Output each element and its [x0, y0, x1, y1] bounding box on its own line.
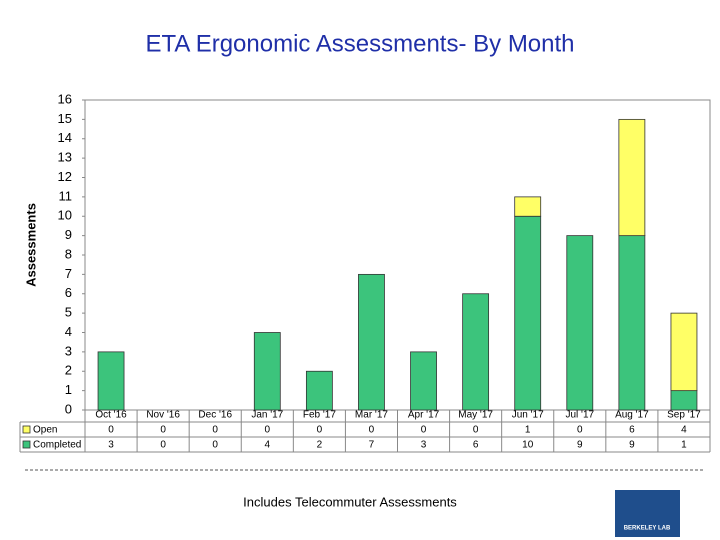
table-value: 0	[108, 425, 114, 436]
table-value: 7	[369, 440, 375, 451]
y-tick-label: 3	[65, 343, 72, 358]
bar-segment	[514, 215, 542, 411]
y-tick-label: 6	[65, 285, 72, 300]
table-value: 3	[421, 440, 427, 451]
table-value: 2	[317, 440, 323, 451]
y-tick-label: 13	[58, 150, 72, 165]
bar-segment	[462, 293, 490, 411]
x-tick-label: Jan '17	[251, 410, 283, 421]
legend-swatch	[22, 425, 31, 434]
y-tick-label: 10	[58, 208, 72, 223]
table-value: 3	[108, 440, 114, 451]
y-axis-label: Assessments	[23, 203, 38, 287]
table-value: 0	[317, 425, 323, 436]
table-value: 1	[681, 440, 687, 451]
table-value: 0	[212, 440, 218, 451]
bar-segment	[670, 390, 698, 411]
table-value: 0	[160, 425, 166, 436]
footnote: Includes Telecommuter Assessments	[243, 494, 457, 509]
y-tick-label: 12	[58, 169, 72, 184]
y-tick-label: 8	[65, 246, 72, 261]
x-tick-label: May '17	[458, 410, 493, 421]
bar-segment	[618, 118, 646, 237]
table-value: 0	[265, 425, 271, 436]
x-tick-label: Apr '17	[408, 410, 440, 421]
x-tick-label: Feb '17	[303, 410, 336, 421]
y-tick-label: 2	[65, 363, 72, 378]
table-value: 9	[577, 440, 583, 451]
y-tick-label: 7	[65, 266, 72, 281]
legend-label: Open	[33, 425, 57, 436]
bar-segment	[566, 235, 594, 411]
table-value: 0	[212, 425, 218, 436]
table-value: 0	[473, 425, 479, 436]
bar-segment	[410, 351, 437, 411]
logo-text: BERKELEY LAB	[624, 526, 671, 532]
x-tick-label: Jul '17	[565, 410, 594, 421]
legend-swatch	[22, 440, 31, 449]
y-tick-label: 5	[65, 305, 72, 320]
table-value: 0	[421, 425, 427, 436]
table-value: 0	[577, 425, 583, 436]
table-value: 4	[265, 440, 271, 451]
y-tick-label: 9	[65, 227, 72, 242]
table-value: 1	[525, 425, 531, 436]
y-tick-label: 15	[58, 111, 72, 126]
x-tick-label: Aug '17	[615, 410, 649, 421]
x-tick-label: Sep '17	[667, 410, 701, 421]
bar-segment	[358, 273, 385, 411]
bar-segment	[670, 312, 698, 392]
bar-segment	[253, 332, 281, 411]
plot-frame	[84, 99, 711, 411]
y-tick-label: 11	[59, 188, 73, 203]
bar-segment	[97, 351, 125, 411]
bar-segment	[514, 196, 542, 217]
logo	[615, 490, 680, 537]
x-tick-label: Oct '16	[95, 410, 127, 421]
table-value: 6	[473, 440, 479, 451]
bar-segment	[305, 370, 333, 411]
table-value: 0	[369, 425, 375, 436]
table-value: 9	[629, 440, 635, 451]
x-tick-label: Jun '17	[512, 410, 544, 421]
x-tick-label: Dec '16	[198, 410, 232, 421]
x-tick-label: Nov '16	[146, 410, 180, 421]
y-tick-label: 16	[58, 91, 72, 106]
table-value: 0	[160, 440, 166, 451]
legend-label: Completed	[33, 440, 81, 451]
bar-segment	[618, 235, 646, 411]
chart-title: ETA Ergonomic Assessments- By Month	[145, 30, 574, 57]
y-tick-label: 4	[65, 324, 72, 339]
table-value: 4	[681, 425, 687, 436]
table-value: 6	[629, 425, 635, 436]
x-tick-label: Mar '17	[355, 410, 388, 421]
table-value: 10	[522, 440, 534, 451]
y-tick-label: 1	[65, 382, 72, 397]
y-tick-label: 14	[58, 130, 72, 145]
y-tick-label: 0	[65, 401, 72, 416]
